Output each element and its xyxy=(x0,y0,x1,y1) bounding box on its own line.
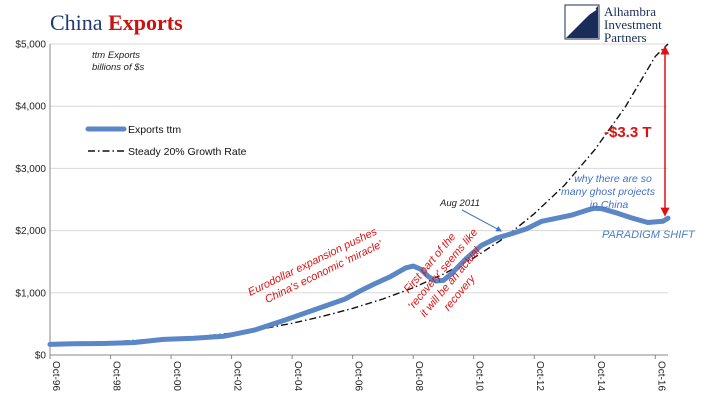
x-tick-label: Oct-06 xyxy=(353,361,364,391)
annotation-aug-2011-arrow xyxy=(461,209,503,232)
annotation-aug-2011: Aug 2011 xyxy=(439,198,480,209)
x-tick-label: Oct-14 xyxy=(595,361,606,391)
series-line-exports xyxy=(47,205,671,347)
units-note-line-1: ttm Exports xyxy=(92,50,140,61)
y-tick-label: $4,000 xyxy=(15,102,46,113)
x-tick-label: Oct-00 xyxy=(171,361,182,391)
annotation-eurodollar-line-1: Eurodollar expansion pushes xyxy=(246,225,379,298)
x-tick-label: Oct-02 xyxy=(232,361,243,391)
logo-emblem-icon xyxy=(564,4,600,40)
annotation-paradigm-shift: PARADIGM SHIFT xyxy=(602,229,696,241)
y-tick-label: $2,000 xyxy=(15,226,46,237)
legend-label-growth: Steady 20% Growth Rate xyxy=(128,146,247,158)
x-tick-label: Oct-04 xyxy=(292,361,303,391)
x-axis-ticks: Oct-96 Oct-98 Oct-00 Oct-02 Oct-04 Oct-06 Oct-… xyxy=(49,355,666,391)
x-tick-label: Oct-08 xyxy=(413,361,424,391)
x-tick-label: Oct-96 xyxy=(50,361,61,391)
gap-label: -$3.3 T xyxy=(604,124,652,141)
x-tick-label: Oct-16 xyxy=(655,361,666,391)
y-tick-label: $3,000 xyxy=(15,164,46,175)
legend-label-exports: Exports ttm xyxy=(128,124,181,136)
logo-line-2: Investment xyxy=(604,17,662,32)
gridlines xyxy=(50,43,668,294)
legend: Exports ttm Steady 20% Growth Rate xyxy=(85,124,247,158)
annotation-ghost-line-1: why there are so xyxy=(574,173,652,185)
units-note-line-2: billions of $s xyxy=(92,62,145,73)
annotation-ghost-line-2: many ghost projects xyxy=(561,186,656,198)
chart-title: China Exports xyxy=(50,10,183,35)
x-tick-label: Oct-10 xyxy=(474,361,485,391)
chart-title-plain: China xyxy=(50,10,108,35)
y-tick-label: $5,000 xyxy=(15,40,46,51)
x-tick-label: Oct-98 xyxy=(111,361,122,391)
logo-line-1: Alhambra xyxy=(604,4,656,19)
y-axis-ticks: $0 $1,000 $2,000 $3,000 $4,000 $5,000 xyxy=(15,40,46,362)
logo-line-3: Partners xyxy=(604,30,647,45)
x-tick-label: Oct-12 xyxy=(534,361,545,391)
annotation-ghost-line-3: in China xyxy=(590,199,629,211)
alhambra-logo: Alhambra Investment Partners xyxy=(564,4,662,45)
annotation-eurodollar: Eurodollar expansion pushes China's econ… xyxy=(246,225,385,306)
y-tick-label: $0 xyxy=(35,351,47,362)
chart-title-bold: Exports xyxy=(108,10,183,35)
y-tick-label: $1,000 xyxy=(15,288,46,299)
